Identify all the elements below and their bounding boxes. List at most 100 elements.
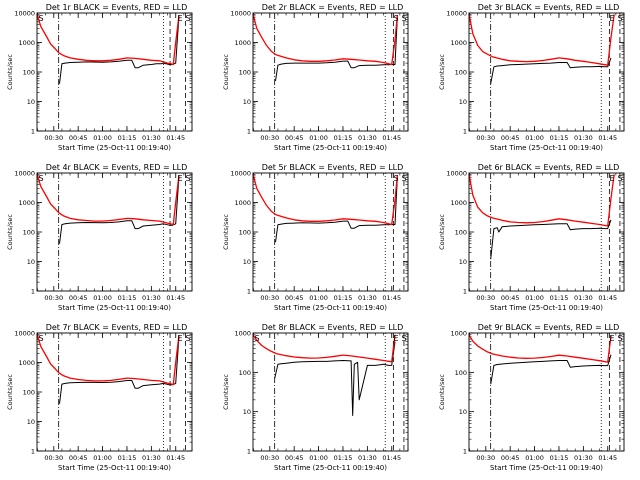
y-axis-label: Counts/sec [222, 374, 230, 410]
x-tick-label: 01:30 [142, 134, 161, 142]
x-tick-label: 01:00 [93, 134, 112, 142]
x-tick-label: 01:45 [598, 454, 617, 462]
y-tick-label: 10000 [14, 170, 35, 178]
y-tick-label: 1000 [18, 359, 35, 367]
x-tick-label: 00:30 [260, 454, 279, 462]
y-tick-label: 10 [27, 258, 35, 266]
y-tick-label: 100 [239, 69, 251, 77]
x-tick-label: 00:45 [285, 294, 304, 302]
x-tick-label: 01:00 [525, 134, 544, 142]
plot-frame [252, 172, 409, 292]
y-tick-label: 1000 [234, 39, 251, 47]
y-tick-label: 10 [243, 258, 251, 266]
x-tick-label: 01:15 [550, 454, 569, 462]
x-tick-label: 00:30 [260, 294, 279, 302]
x-tick-label: 00:30 [44, 134, 63, 142]
y-tick-label: 1 [247, 448, 251, 456]
x-tick-label: 01:45 [382, 134, 401, 142]
events-series-line [490, 219, 612, 260]
x-tick-label: 00:45 [501, 134, 520, 142]
pass-marker: S [617, 174, 622, 183]
plot-frame [468, 12, 625, 132]
x-tick-label: 00:30 [476, 294, 495, 302]
x-tick-label: 00:45 [501, 454, 520, 462]
pass-marker: S [393, 14, 398, 23]
x-tick-label: 01:15 [550, 294, 569, 302]
pass-marker: S [38, 14, 43, 23]
panel-title: Det 6r BLACK = Events, RED = LLD [478, 163, 620, 172]
pass-marker: S [38, 334, 43, 343]
x-tick-label: 01:45 [166, 134, 185, 142]
lld-series-line [252, 14, 399, 66]
y-tick-label: 100 [455, 69, 467, 77]
x-tick-label: 01:30 [358, 134, 377, 142]
x-tick-label: 01:15 [118, 294, 137, 302]
y-tick-label: 10000 [230, 10, 251, 18]
panel-title: Det 2r BLACK = Events, RED = LLD [262, 3, 404, 12]
pass-marker: S [185, 14, 190, 23]
pass-marker: S [254, 334, 259, 343]
detector-panel: Det 3r BLACK = Events, RED = LLD Counts/s… [438, 3, 625, 152]
panel-title: Det 5r BLACK = Events, RED = LLD [262, 163, 404, 172]
x-tick-label: 01:00 [525, 454, 544, 462]
x-axis-label: Start Time (25-Oct-11 00:19:40) [58, 144, 171, 152]
panel-title: Det 3r BLACK = Events, RED = LLD [478, 3, 620, 12]
x-tick-label: 01:45 [382, 454, 401, 462]
x-axis-label: Start Time (25-Oct-11 00:19:40) [274, 304, 387, 312]
x-axis-label: Start Time (25-Oct-11 00:19:40) [58, 464, 171, 472]
pass-marker: E [609, 14, 614, 23]
plot-frame [468, 172, 625, 292]
x-tick-label: 00:30 [476, 134, 495, 142]
y-tick-label: 1 [31, 448, 35, 456]
pass-marker: S [393, 174, 398, 183]
y-axis-label: Counts/sec [438, 214, 446, 250]
panel-title: Det 8r BLACK = Events, RED = LLD [262, 323, 404, 332]
x-tick-label: 01:15 [334, 454, 353, 462]
x-tick-label: 00:45 [69, 134, 88, 142]
lld-series-line [252, 174, 399, 226]
panel-title: Det 7r BLACK = Events, RED = LLD [46, 323, 188, 332]
x-tick-label: 01:00 [309, 454, 328, 462]
x-tick-label: 01:30 [574, 454, 593, 462]
lld-series-line [468, 14, 615, 66]
detector-panel: Det 5r BLACK = Events, RED = LLD Counts/s… [222, 163, 409, 312]
x-tick-label: 01:30 [142, 294, 161, 302]
y-tick-label: 10 [27, 418, 35, 426]
x-tick-label: 01:45 [598, 134, 617, 142]
y-axis-label: Counts/sec [6, 214, 14, 250]
y-tick-label: 10 [243, 408, 251, 416]
y-tick-label: 10 [243, 98, 251, 106]
x-tick-label: 00:30 [260, 134, 279, 142]
panel-title: Det 9r BLACK = Events, RED = LLD [478, 323, 620, 332]
y-axis-label: Counts/sec [438, 54, 446, 90]
pass-marker: E [609, 334, 614, 343]
x-tick-label: 01:15 [550, 134, 569, 142]
plot-frame [36, 332, 193, 452]
y-tick-label: 1000 [18, 39, 35, 47]
x-tick-label: 01:00 [309, 294, 328, 302]
y-tick-label: 10 [459, 98, 467, 106]
detector-panel: Det 7r BLACK = Events, RED = LLD Counts/s… [6, 323, 193, 472]
y-axis-label: Counts/sec [6, 374, 14, 410]
x-tick-label: 01:15 [334, 294, 353, 302]
lld-series-line [36, 174, 180, 226]
x-tick-label: 01:45 [166, 454, 185, 462]
pass-marker: E [177, 334, 182, 343]
y-tick-label: 100 [239, 229, 251, 237]
x-tick-label: 00:45 [501, 294, 520, 302]
lld-series-line [36, 334, 180, 386]
detector-panel: Det 9r BLACK = Events, RED = LLD Counts/s… [438, 323, 625, 472]
events-series-line [274, 341, 396, 416]
y-tick-label: 1000 [450, 330, 467, 338]
x-tick-label: 01:00 [93, 294, 112, 302]
plot-frame [252, 332, 409, 452]
x-tick-label: 00:30 [44, 454, 63, 462]
lld-series-line [468, 334, 612, 363]
lld-series-line [252, 334, 396, 363]
y-tick-label: 1 [247, 288, 251, 296]
x-axis-label: Start Time (25-Oct-11 00:19:40) [490, 304, 603, 312]
x-axis-label: Start Time (25-Oct-11 00:19:40) [274, 144, 387, 152]
y-axis-label: Counts/sec [222, 214, 230, 250]
pass-marker: S [617, 334, 622, 343]
